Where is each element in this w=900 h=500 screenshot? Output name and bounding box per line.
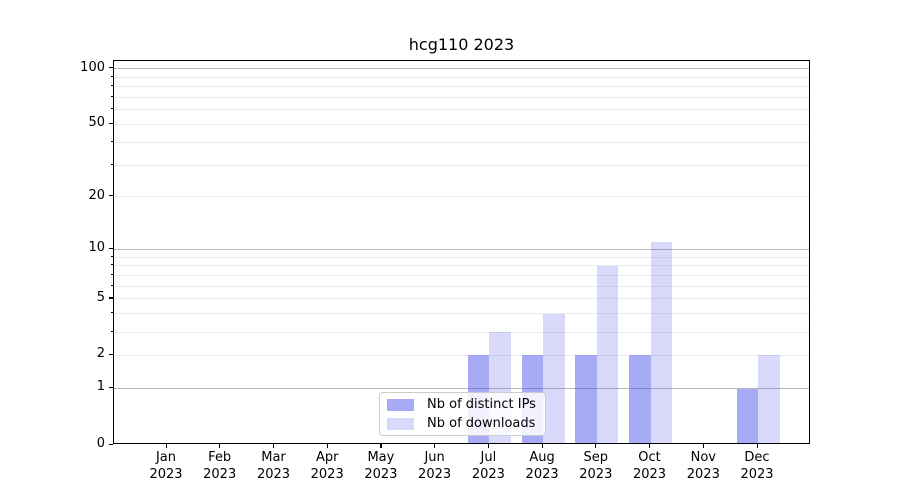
y-tick-label: 5 [96,289,105,305]
x-tick-mark [326,444,328,448]
y-minor-tick-mark [110,284,113,286]
gridline-minor [114,76,809,78]
y-tick-label: 50 [88,115,105,131]
x-tick-label: Dec 2023 [740,450,774,482]
gridline-minor [114,196,809,198]
gridline-minor [114,86,809,88]
y-minor-tick-mark [110,312,113,314]
x-tick-mark [487,444,490,448]
bar-downloads [543,313,565,443]
y-tick-label: 2 [96,346,105,362]
legend: Nb of distinct IPs Nb of downloads [379,392,546,436]
x-tick-label: Aug 2023 [525,450,559,482]
x-tick-label: Apr 2023 [310,450,344,482]
gridline-major [114,68,809,70]
x-tick-mark [541,444,543,448]
y-tick-label: 20 [88,187,105,203]
y-minor-tick-mark [110,273,113,276]
gridline-minor [114,354,809,356]
gridline-minor [114,265,809,267]
y-tick-mark [109,248,113,250]
gridline-major [114,249,809,250]
y-tick-mark [109,387,113,389]
gridline-minor [114,96,809,98]
y-minor-tick-mark [110,75,113,77]
gridline-minor [114,256,809,258]
x-tick-label: Feb 2023 [203,450,237,482]
y-minor-tick-mark [110,330,113,332]
x-tick-mark [702,444,704,448]
y-minor-tick-mark [110,140,113,142]
gridline-minor [114,164,809,166]
x-tick-label: Sep 2023 [579,450,613,482]
legend-swatch-downloads [387,417,414,430]
y-tick-label: 0 [96,436,105,451]
y-tick-label: 10 [88,240,105,256]
x-tick-label: Mar 2023 [256,450,291,482]
y-minor-tick-mark [110,255,113,257]
bar-distinct-ips [575,355,597,443]
y-tick-mark [109,122,113,125]
x-tick-mark [380,444,382,448]
bar-distinct-ips [629,355,651,443]
legend-label-downloads: Nb of downloads [427,416,536,431]
bar-downloads [650,242,672,443]
y-minor-tick-mark [110,85,113,87]
x-tick-label: Jan 2023 [149,450,183,482]
x-tick-label: May 2023 [364,450,398,482]
y-tick-mark [109,195,113,197]
legend-swatch-distinct-ips [387,398,414,411]
y-tick-mark [109,353,113,356]
gridline-minor [114,331,809,333]
x-tick-label: Nov 2023 [686,450,720,482]
y-tick-mark [109,67,113,69]
legend-item-downloads: Nb of downloads [387,416,537,431]
x-tick-mark [273,444,275,448]
y-minor-tick-mark [110,264,113,266]
gridline-minor [114,109,809,111]
gridline-minor [114,141,809,143]
x-tick-mark [165,444,167,448]
gridline-minor [114,285,809,287]
x-tick-label: Jun 2023 [418,450,452,482]
x-tick-mark [434,444,436,448]
y-minor-tick-mark [110,163,113,165]
bar-downloads [596,265,619,443]
plot-area [113,60,810,444]
bar-distinct-ips [736,388,758,443]
gridline-minor [114,274,809,276]
gridline-major [114,388,809,389]
y-minor-tick-mark [110,95,113,98]
legend-label-distinct-ips: Nb of distinct IPs [427,397,536,412]
legend-item-distinct-ips: Nb of distinct IPs [387,397,537,412]
gridline-minor [114,298,809,300]
y-tick-mark [109,443,113,445]
y-tick-label: 100 [80,59,105,75]
y-tick-label: 1 [96,379,105,395]
y-tick-mark [109,297,113,299]
x-tick-mark [595,444,597,448]
gridline-minor [114,313,809,315]
x-tick-mark [649,444,651,448]
y-minor-tick-mark [110,108,113,110]
x-tick-label: Jul 2023 [471,450,505,482]
bar-downloads [758,355,780,443]
x-tick-mark [219,444,221,448]
x-tick-label: Oct 2023 [632,450,667,482]
gridline-minor [114,123,809,125]
x-tick-mark [756,444,758,448]
chart-title: hcg110 2023 [408,35,515,54]
